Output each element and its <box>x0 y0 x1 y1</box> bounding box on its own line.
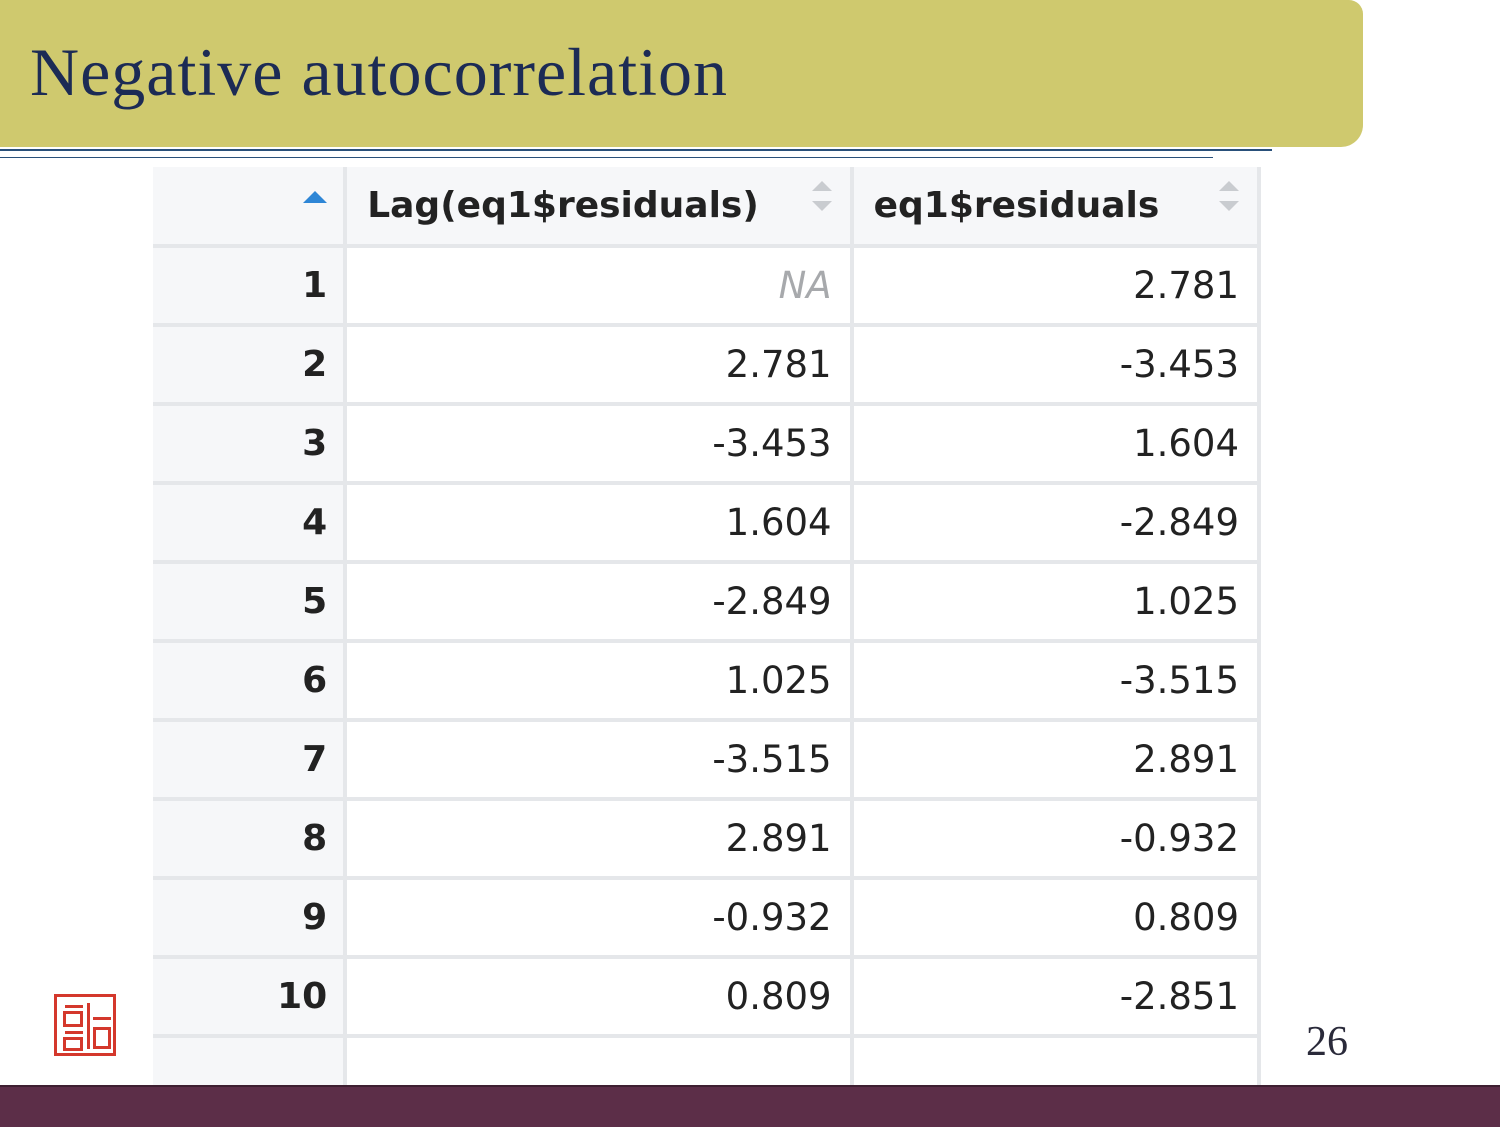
cell-lag-residuals: 2.781 <box>345 325 854 406</box>
table-row[interactable]: 10 0.809 -2.851 <box>153 957 1261 1038</box>
row-index: 4 <box>153 483 348 564</box>
column-header-lag-residuals[interactable]: Lag(eq1$residuals) <box>345 167 854 248</box>
table-row[interactable]: 1 NA 2.781 <box>153 246 1261 327</box>
header-row: Lag(eq1$residuals) eq1$residuals <box>153 167 1261 248</box>
footer-bar <box>0 1085 1500 1127</box>
table-row[interactable] <box>153 1036 1261 1085</box>
cell-residuals: 2.891 <box>851 720 1261 801</box>
cell-lag-residuals: 0.809 <box>345 957 854 1038</box>
cell-residuals: 1.025 <box>851 562 1261 643</box>
cell-lag-residuals: -2.849 <box>345 562 854 643</box>
table-row[interactable]: 3 -3.453 1.604 <box>153 404 1261 485</box>
cell-lag-residuals: 1.025 <box>345 641 854 722</box>
cell-residuals: 0.809 <box>851 878 1261 959</box>
column-header-label: eq1$residuals <box>873 185 1160 226</box>
cell-lag-residuals: 1.604 <box>345 483 854 564</box>
row-index: 2 <box>153 325 348 406</box>
column-header-residuals[interactable]: eq1$residuals <box>851 167 1261 248</box>
cell-residuals: -2.851 <box>851 957 1261 1038</box>
table-row[interactable]: 5 -2.849 1.025 <box>153 562 1261 643</box>
table-row[interactable]: 6 1.025 -3.515 <box>153 641 1261 722</box>
column-header-label: Lag(eq1$residuals) <box>367 185 759 226</box>
cell-lag-residuals: -0.932 <box>345 878 854 959</box>
row-index: 5 <box>153 562 348 643</box>
slide-title: Negative autocorrelation <box>30 34 729 110</box>
data-table: Lag(eq1$residuals) eq1$residuals 1 NA 2.… <box>153 167 1261 1085</box>
cell-residuals: -3.515 <box>851 641 1261 722</box>
sort-icon[interactable] <box>811 181 834 213</box>
sort-icon[interactable] <box>1219 181 1241 213</box>
cell-lag-residuals: 2.891 <box>345 799 854 880</box>
row-index: 3 <box>153 404 348 485</box>
page-number: 26 <box>1306 1019 1348 1065</box>
cell-residuals: -3.453 <box>851 325 1261 406</box>
table-row[interactable]: 4 1.604 -2.849 <box>153 483 1261 564</box>
cell-lag-residuals: -3.515 <box>345 720 854 801</box>
divider-line-thin <box>0 157 1213 158</box>
row-index <box>153 1036 348 1085</box>
cell-lag-residuals: NA <box>345 246 854 327</box>
row-index: 10 <box>153 957 348 1038</box>
cell-residuals: 1.604 <box>851 404 1261 485</box>
row-index: 6 <box>153 641 348 722</box>
cell-lag-residuals: -3.453 <box>345 404 854 485</box>
row-index: 8 <box>153 799 348 880</box>
row-index: 7 <box>153 720 348 801</box>
table-row[interactable]: 7 -3.515 2.891 <box>153 720 1261 801</box>
seal-logo <box>54 994 116 1056</box>
cell-residuals: 2.781 <box>851 246 1261 327</box>
cell-lag-residuals <box>345 1036 854 1085</box>
column-header-index[interactable] <box>153 167 348 248</box>
row-index: 1 <box>153 246 348 327</box>
divider-line <box>0 149 1272 151</box>
table-row[interactable]: 2 2.781 -3.453 <box>153 325 1261 406</box>
cell-residuals: -0.932 <box>851 799 1261 880</box>
table-row[interactable]: 8 2.891 -0.932 <box>153 799 1261 880</box>
row-index: 9 <box>153 878 348 959</box>
sort-ascending-icon[interactable] <box>303 191 328 203</box>
data-viewer: Lag(eq1$residuals) eq1$residuals 1 NA 2.… <box>153 167 1261 1085</box>
cell-residuals: -2.849 <box>851 483 1261 564</box>
title-bar: Negative autocorrelation <box>0 0 1363 147</box>
table-row[interactable]: 9 -0.932 0.809 <box>153 878 1261 959</box>
cell-residuals <box>851 1036 1261 1085</box>
